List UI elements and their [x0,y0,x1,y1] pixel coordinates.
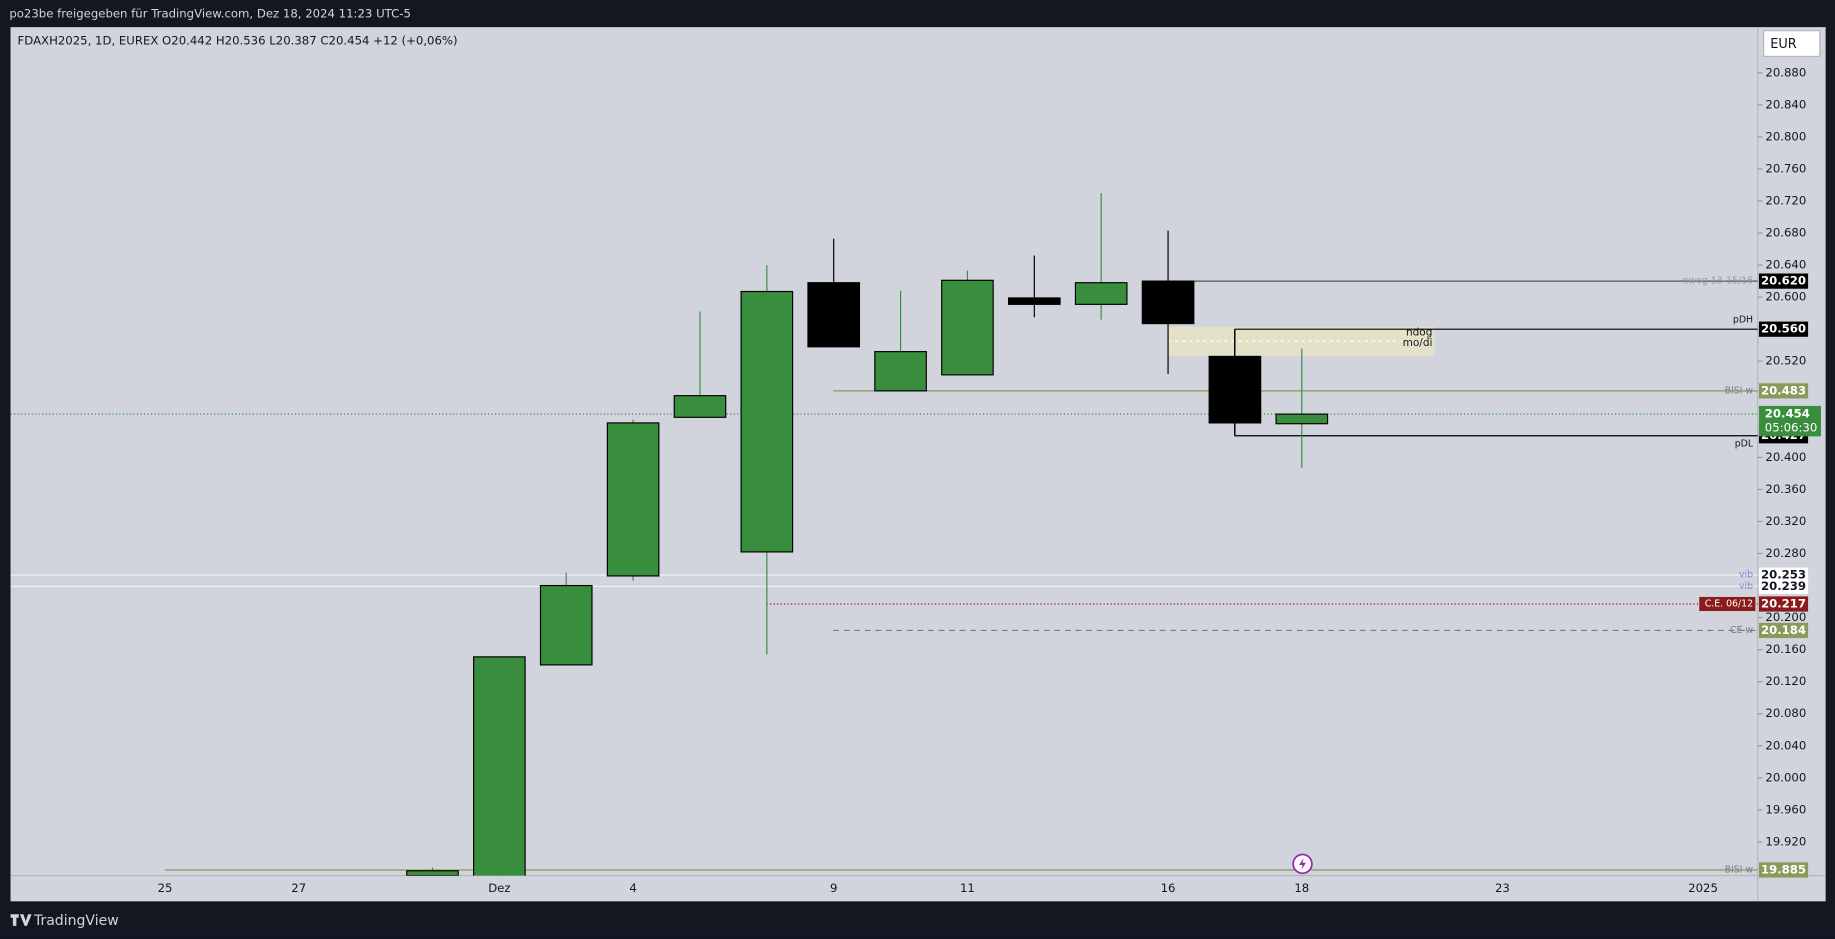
candle-body [406,870,459,876]
y-tick-label: 20.120 [1765,674,1806,688]
x-tick-label: 16 [1161,881,1176,895]
level-badge [1758,596,1809,612]
x-tick-label: 23 [1495,881,1510,895]
level-badge [1758,862,1809,878]
x-tick-label: 11 [960,881,975,895]
candle-body [473,656,526,876]
candle-body [1275,413,1329,425]
level-badge-label: 20.184 [1761,623,1806,637]
y-tick-label: 20.200 [1765,610,1806,624]
x-tick-label: Dez [488,881,510,895]
symbol-legend: FDAXH2025, 1D, EUREX O20.442 H20.536 L20… [18,34,458,48]
y-tick-label: 20.160 [1765,642,1806,656]
candle-body [740,290,794,553]
y-tick-label: 20.360 [1765,482,1806,496]
y-tick-label: 20.880 [1765,65,1806,79]
y-tick-label: 20.080 [1765,706,1806,720]
x-tick-label: 2025 [1688,881,1718,895]
level-badge-label: 20.483 [1761,383,1806,397]
level-name: vib [1739,570,1753,581]
level-badge [1758,321,1809,337]
currency[interactable]: EUR [1770,37,1797,52]
last-price-label: 20.454 [1765,407,1810,421]
x-tick-label: 25 [158,881,173,895]
candle-body [941,279,994,376]
y-tick-label: 20.760 [1765,161,1806,175]
x-tick-label: 27 [291,881,306,895]
x-tick-label: 9 [830,881,837,895]
level-name: pDH [1733,314,1753,325]
candle-body [807,282,861,348]
candle-body [1208,355,1262,424]
last-price-badge [1758,405,1821,437]
level-badge-label: 20.239 [1761,579,1806,593]
candle-body [1141,280,1195,325]
candle-body [1007,297,1061,305]
share-text: po23be freigegeben für TradingView.com, … [9,7,411,21]
event-icon-bolt [1299,858,1307,870]
countdown: 05:06:30 [1765,421,1818,435]
y-tick-label: 20.720 [1765,193,1806,207]
level-name: CE w [1730,625,1753,636]
plot-area [10,192,1758,876]
y-tick-label: 20.320 [1765,514,1806,528]
level-badge [1758,622,1809,639]
currency-box[interactable] [1763,30,1821,57]
brand[interactable]: TradingView [33,913,119,929]
level-name: pDL [1735,438,1754,449]
level-name: BISI w [1725,864,1754,875]
level-badge-label: 20.560 [1761,322,1806,336]
x-tick-label: 4 [629,881,636,895]
level-badge [1758,273,1809,289]
level-name: nwog 13-15/16 [1683,276,1754,287]
level-badge-label: 20.253 [1761,568,1806,582]
y-tick-label: 20.800 [1765,129,1806,143]
y-tick-label: 20.400 [1765,450,1806,464]
level-badge [1758,578,1809,594]
level-badge [1758,383,1809,399]
candle-body [1074,282,1128,305]
y-tick-label: 20.680 [1765,226,1806,240]
y-tick-label: 20.000 [1765,770,1806,784]
y-tick-label: 20.280 [1765,546,1806,560]
level-badge-label: 20.217 [1761,596,1806,610]
y-tick-label: 19.960 [1765,802,1806,816]
x-tick-label: 18 [1294,881,1309,895]
candle-body [606,422,660,577]
candle-body [874,351,927,392]
zone-label: ndog [1406,327,1432,339]
brand-logo[interactable] [10,914,32,926]
y-tick-label: 20.640 [1765,258,1806,272]
y-tick-label: 20.840 [1765,97,1806,111]
y-tick-label: 20.600 [1765,290,1806,304]
candle-body [673,395,727,418]
y-tick-label: 19.920 [1765,834,1806,848]
candle-body [539,584,593,666]
logo-mark [10,914,32,926]
level-badge-label: 19.885 [1761,862,1806,876]
level-name: vib [1739,581,1753,592]
y-tick-label: 20.520 [1765,354,1806,368]
zone-label: mo/di [1403,337,1433,349]
chart-background [10,27,1826,902]
level-badge-label: 20.620 [1761,274,1806,288]
level-name-bg [1699,596,1756,612]
y-tick-label: 20.040 [1765,738,1806,752]
level-name: BISI w [1725,385,1754,396]
level-name: C.E. 06/12 [1705,598,1753,609]
